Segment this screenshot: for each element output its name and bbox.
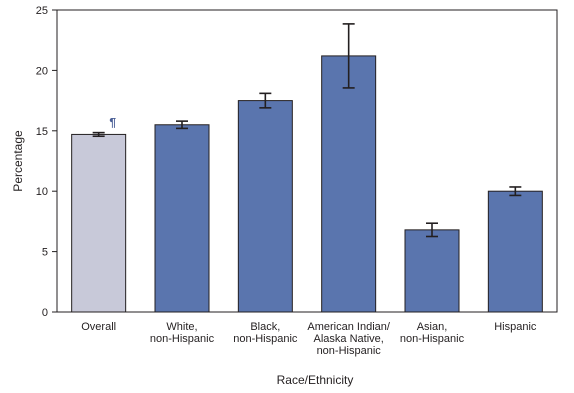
x-tick-label-line: non-Hispanic — [233, 333, 298, 345]
y-tick-label: 0 — [42, 307, 48, 319]
y-tick-label: 10 — [36, 186, 48, 198]
x-tick-label: White, non-Hispanic — [150, 321, 215, 345]
error-bar — [92, 131, 105, 138]
bar — [154, 124, 210, 313]
annotation: ¶ — [109, 116, 116, 130]
y-tick-label: 15 — [36, 126, 48, 138]
x-tick-label-line: Overall — [81, 321, 116, 333]
error-bar — [259, 92, 272, 109]
bar — [71, 133, 127, 313]
x-tick-label-line: White, — [166, 321, 197, 333]
x-tick-label: Asian, non-Hispanic — [400, 321, 465, 345]
y-tick-label: 20 — [36, 65, 48, 77]
x-tick-label: American Indian/Alaska Native, non-Hispan… — [307, 321, 390, 357]
bar — [487, 190, 543, 313]
y-axis-title: Percentage — [11, 130, 25, 192]
x-tick-label: Overall — [81, 321, 116, 333]
x-tick-label-line: Hispanic — [494, 321, 537, 333]
error-bar — [426, 222, 438, 238]
x-tick-label-line: Alaska Native, — [314, 333, 384, 345]
x-tick-label-line: non-Hispanic — [150, 333, 215, 345]
x-tick-label: Black, non-Hispanic — [233, 321, 298, 345]
plot-frame — [56, 9, 558, 313]
x-axis-title: Race/Ethnicity — [277, 373, 354, 387]
x-tick-label-line: non-Hispanic — [317, 345, 382, 357]
x-tick-label-line: Asian, — [417, 321, 448, 333]
x-tick-label-line: non-Hispanic — [400, 333, 465, 345]
error-bar — [176, 120, 188, 130]
bar — [404, 229, 460, 313]
x-tick-label-line: American Indian/ — [307, 321, 390, 333]
bar — [321, 55, 377, 313]
bar — [237, 100, 293, 313]
x-tick-label-line: Black, — [250, 321, 280, 333]
x-tick-label: Hispanic — [494, 321, 537, 333]
error-bar — [342, 23, 355, 89]
y-tick-label: 5 — [42, 247, 48, 259]
y-tick-label: 25 — [36, 5, 48, 17]
error-bar — [509, 186, 522, 197]
